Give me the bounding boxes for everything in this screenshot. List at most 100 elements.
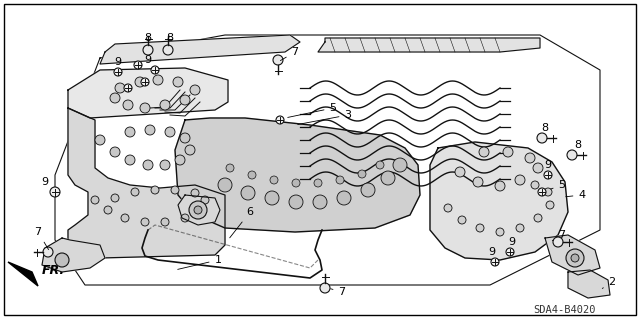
Circle shape bbox=[376, 161, 384, 169]
Text: 9: 9 bbox=[115, 57, 122, 67]
Circle shape bbox=[496, 228, 504, 236]
Circle shape bbox=[566, 249, 584, 267]
Polygon shape bbox=[8, 262, 38, 286]
Text: 9: 9 bbox=[508, 237, 516, 247]
Circle shape bbox=[491, 258, 499, 266]
Circle shape bbox=[189, 201, 207, 219]
Circle shape bbox=[313, 195, 327, 209]
Circle shape bbox=[218, 178, 232, 192]
Polygon shape bbox=[100, 35, 300, 64]
Circle shape bbox=[173, 77, 183, 87]
Circle shape bbox=[123, 100, 133, 110]
Text: 9: 9 bbox=[42, 177, 49, 187]
Polygon shape bbox=[68, 108, 225, 258]
Text: SDA4-B4020: SDA4-B4020 bbox=[534, 305, 596, 315]
Circle shape bbox=[95, 135, 105, 145]
Circle shape bbox=[201, 196, 209, 204]
Circle shape bbox=[165, 127, 175, 137]
Text: FR.: FR. bbox=[42, 263, 65, 277]
Polygon shape bbox=[68, 68, 228, 118]
Circle shape bbox=[525, 153, 535, 163]
Circle shape bbox=[143, 160, 153, 170]
Circle shape bbox=[314, 179, 322, 187]
Circle shape bbox=[141, 218, 149, 226]
Text: 7: 7 bbox=[280, 47, 299, 61]
Circle shape bbox=[538, 188, 546, 196]
Circle shape bbox=[151, 66, 159, 74]
Polygon shape bbox=[42, 238, 105, 272]
Circle shape bbox=[553, 237, 563, 247]
Circle shape bbox=[292, 179, 300, 187]
Circle shape bbox=[248, 171, 256, 179]
Circle shape bbox=[273, 55, 283, 65]
Circle shape bbox=[455, 167, 465, 177]
Circle shape bbox=[506, 248, 514, 256]
Circle shape bbox=[110, 93, 120, 103]
Circle shape bbox=[153, 75, 163, 85]
Circle shape bbox=[121, 214, 129, 222]
Text: 8: 8 bbox=[145, 33, 152, 43]
Text: 9: 9 bbox=[145, 55, 152, 65]
Circle shape bbox=[171, 186, 179, 194]
Circle shape bbox=[163, 45, 173, 55]
Text: 5: 5 bbox=[288, 103, 337, 117]
Polygon shape bbox=[545, 235, 600, 275]
Circle shape bbox=[358, 170, 366, 178]
Text: 8: 8 bbox=[575, 140, 582, 150]
Circle shape bbox=[143, 45, 153, 55]
Circle shape bbox=[336, 176, 344, 184]
Polygon shape bbox=[430, 142, 568, 260]
Circle shape bbox=[141, 78, 149, 86]
Circle shape bbox=[194, 206, 202, 214]
Polygon shape bbox=[568, 270, 610, 298]
Circle shape bbox=[160, 160, 170, 170]
Circle shape bbox=[320, 283, 330, 293]
Text: 3: 3 bbox=[298, 110, 351, 124]
Circle shape bbox=[479, 147, 489, 157]
Text: 1: 1 bbox=[178, 255, 221, 269]
Circle shape bbox=[151, 186, 159, 194]
Circle shape bbox=[458, 216, 466, 224]
Circle shape bbox=[180, 133, 190, 143]
Text: 4: 4 bbox=[566, 190, 586, 200]
Circle shape bbox=[124, 84, 132, 92]
Circle shape bbox=[43, 247, 53, 257]
Circle shape bbox=[571, 254, 579, 262]
Circle shape bbox=[175, 155, 185, 165]
Circle shape bbox=[104, 206, 112, 214]
Circle shape bbox=[495, 181, 505, 191]
Circle shape bbox=[537, 133, 547, 143]
Circle shape bbox=[115, 83, 125, 93]
Circle shape bbox=[534, 214, 542, 222]
Circle shape bbox=[180, 95, 190, 105]
Circle shape bbox=[140, 103, 150, 113]
Circle shape bbox=[190, 85, 200, 95]
Text: 7: 7 bbox=[331, 287, 346, 297]
Circle shape bbox=[503, 147, 513, 157]
Circle shape bbox=[55, 253, 69, 267]
Circle shape bbox=[289, 195, 303, 209]
Circle shape bbox=[181, 214, 189, 222]
Text: 8: 8 bbox=[166, 33, 173, 43]
Text: 2: 2 bbox=[602, 277, 616, 288]
Circle shape bbox=[567, 150, 577, 160]
Circle shape bbox=[533, 163, 543, 173]
Circle shape bbox=[544, 188, 552, 196]
Circle shape bbox=[145, 125, 155, 135]
Circle shape bbox=[476, 224, 484, 232]
Text: 9: 9 bbox=[545, 160, 552, 170]
Text: 7: 7 bbox=[552, 230, 566, 241]
Circle shape bbox=[531, 181, 539, 189]
Text: 6: 6 bbox=[230, 207, 253, 238]
Circle shape bbox=[546, 201, 554, 209]
Circle shape bbox=[160, 100, 170, 110]
Circle shape bbox=[393, 158, 407, 172]
Circle shape bbox=[110, 147, 120, 157]
Circle shape bbox=[91, 196, 99, 204]
Text: 7: 7 bbox=[35, 227, 49, 250]
Circle shape bbox=[50, 187, 60, 197]
Text: 8: 8 bbox=[541, 123, 548, 133]
Circle shape bbox=[196, 206, 204, 214]
Circle shape bbox=[125, 155, 135, 165]
Circle shape bbox=[185, 145, 195, 155]
